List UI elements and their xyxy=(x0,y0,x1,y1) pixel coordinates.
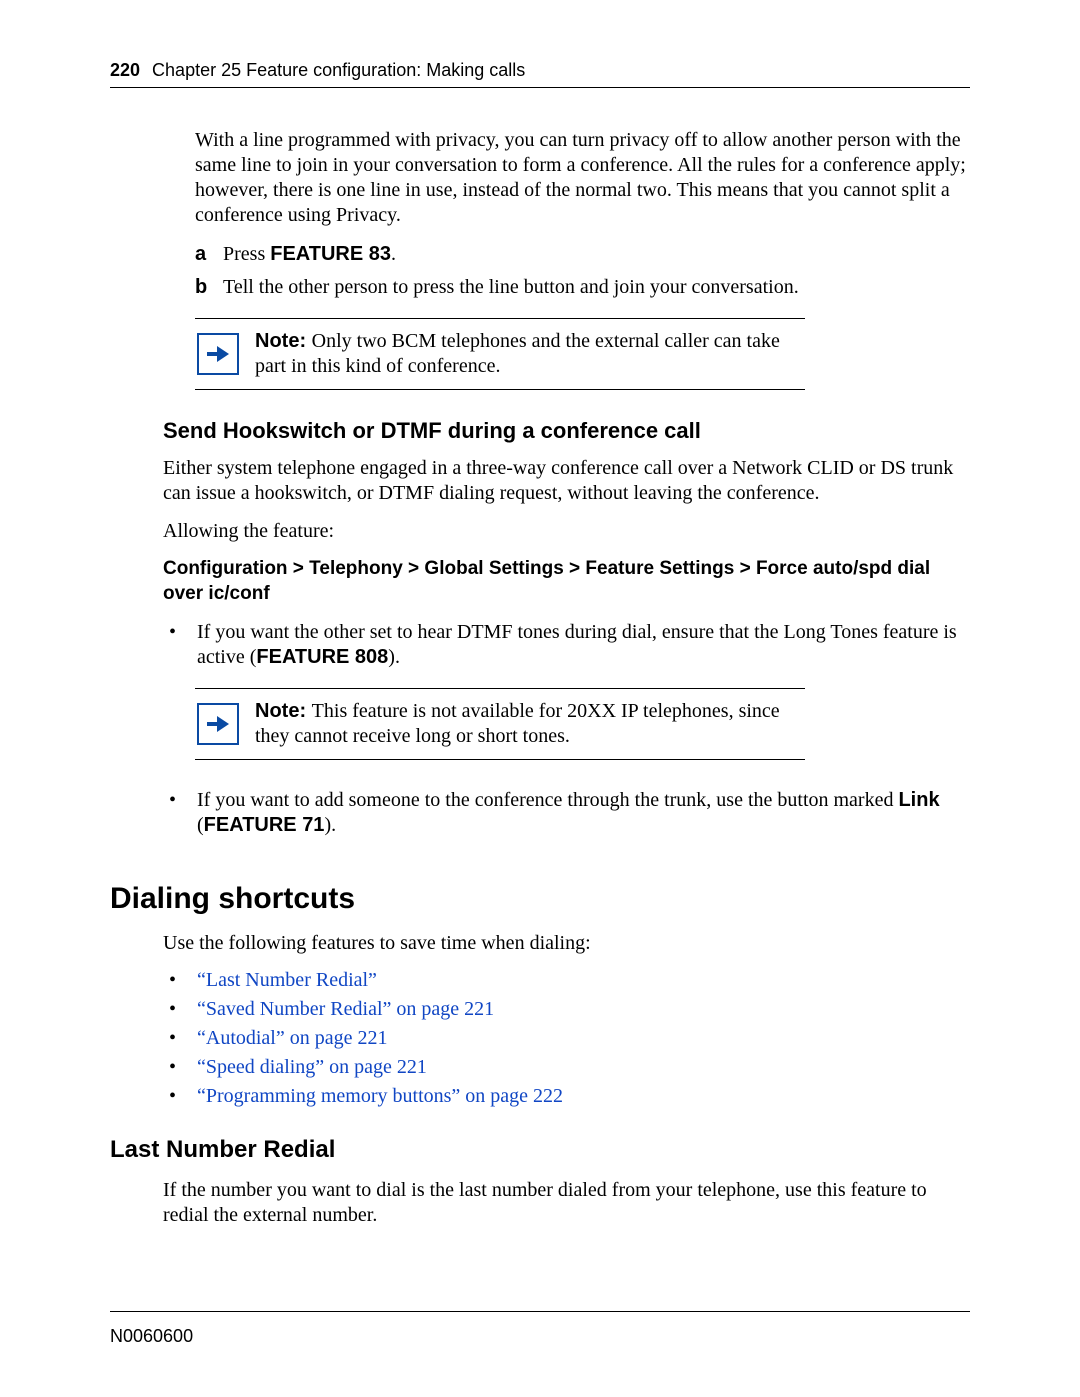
step-letter-b: b xyxy=(195,275,223,300)
last-number-redial-section: Last Number Redial If the number you wan… xyxy=(110,1136,970,1228)
step-b-text: Tell the other person to press the line … xyxy=(223,275,970,300)
page: 220 Chapter 25 Feature configuration: Ma… xyxy=(0,0,1080,1397)
step-a-suffix: . xyxy=(391,243,396,265)
link-item: •“Last Number Redial” xyxy=(163,969,970,992)
step-a-feature: FEATURE 83 xyxy=(270,243,391,265)
bullet2-pre: If you want to add someone to the confer… xyxy=(197,789,898,811)
last-number-heading: Last Number Redial xyxy=(110,1136,970,1164)
bullet-list-2: • If you want to add someone to the conf… xyxy=(163,788,970,838)
link-item: •“Autodial” on page 221 xyxy=(163,1027,970,1050)
bullet2-mid: ( xyxy=(197,814,204,836)
dialing-body: Use the following features to save time … xyxy=(163,932,970,1108)
page-number: 220 xyxy=(110,60,140,81)
link-item: •“Programming memory buttons” on page 22… xyxy=(163,1085,970,1108)
note2-body: This feature is not available for 20XX I… xyxy=(255,700,780,747)
note1-text-wrap: Note: Only two BCM telephones and the ex… xyxy=(255,329,805,379)
section2-para2: Allowing the feature: xyxy=(163,520,970,543)
dialing-link-list: •“Last Number Redial” •“Saved Number Red… xyxy=(163,969,970,1108)
link-last-number-redial[interactable]: “Last Number Redial” xyxy=(197,969,377,992)
section2-para1: Either system telephone engaged in a thr… xyxy=(163,456,970,506)
nav-path: Configuration > Telephony > Global Setti… xyxy=(163,557,970,606)
note2-label: Note: xyxy=(255,700,312,722)
bullet-dot: • xyxy=(163,1027,197,1050)
dialing-heading: Dialing shortcuts xyxy=(110,882,970,916)
bullet-list-1: • If you want the other set to hear DTMF… xyxy=(163,620,970,670)
step-letter-a: a xyxy=(195,242,223,267)
chapter-title: Chapter 25 Feature configuration: Making… xyxy=(152,60,525,81)
running-header: 220 Chapter 25 Feature configuration: Ma… xyxy=(110,60,970,88)
arrow-icon xyxy=(197,333,239,375)
bullet-dot: • xyxy=(163,788,197,838)
note2-text-wrap: Note: This feature is not available for … xyxy=(255,699,805,749)
note-box-2: Note: This feature is not available for … xyxy=(195,688,805,760)
link-item: •“Speed dialing” on page 221 xyxy=(163,1056,970,1079)
dialing-intro: Use the following features to save time … xyxy=(163,932,970,955)
link-item: •“Saved Number Redial” on page 221 xyxy=(163,998,970,1021)
link-speed-dialing[interactable]: “Speed dialing” on page 221 xyxy=(197,1056,427,1079)
bullet-dot: • xyxy=(163,969,197,992)
step-a: a Press FEATURE 83. xyxy=(195,242,970,267)
step-a-text: Press FEATURE 83. xyxy=(223,242,970,267)
section-hookswitch: Send Hookswitch or DTMF during a confere… xyxy=(163,418,970,838)
bullet1: • If you want the other set to hear DTMF… xyxy=(163,620,970,670)
last-number-para: If the number you want to dial is the la… xyxy=(163,1178,970,1228)
bullet-dot: • xyxy=(163,1085,197,1108)
bullet2-post: ). xyxy=(324,814,336,836)
section2-heading: Send Hookswitch or DTMF during a confere… xyxy=(163,418,970,444)
doc-id: N0060600 xyxy=(110,1326,193,1346)
link-memory-buttons[interactable]: “Programming memory buttons” on page 222 xyxy=(197,1085,563,1108)
step-b: b Tell the other person to press the lin… xyxy=(195,275,970,300)
step-list: a Press FEATURE 83. b Tell the other per… xyxy=(195,242,970,300)
bullet1-post: ). xyxy=(388,646,400,668)
note1-label: Note: xyxy=(255,330,312,352)
bullet-dot: • xyxy=(163,998,197,1021)
page-footer: N0060600 xyxy=(110,1311,970,1347)
bullet1-text: If you want the other set to hear DTMF t… xyxy=(197,620,970,670)
link-autodial[interactable]: “Autodial” on page 221 xyxy=(197,1027,388,1050)
body-section: With a line programmed with privacy, you… xyxy=(195,128,970,390)
bullet2-text: If you want to add someone to the confer… xyxy=(197,788,970,838)
dialing-shortcuts-section: Dialing shortcuts Use the following feat… xyxy=(110,882,970,1108)
note-box-1: Note: Only two BCM telephones and the ex… xyxy=(195,318,805,390)
intro-paragraph: With a line programmed with privacy, you… xyxy=(195,128,970,228)
bullet2-link-word: Link xyxy=(898,789,939,811)
bullet1-feature: FEATURE 808 xyxy=(256,646,388,668)
bullet2-feature: FEATURE 71 xyxy=(204,814,325,836)
bullet2: • If you want to add someone to the conf… xyxy=(163,788,970,838)
link-saved-number-redial[interactable]: “Saved Number Redial” on page 221 xyxy=(197,998,494,1021)
note1-body: Only two BCM telephones and the external… xyxy=(255,330,780,377)
arrow-icon xyxy=(197,703,239,745)
step-a-prefix: Press xyxy=(223,243,270,265)
bullet-dot: • xyxy=(163,620,197,670)
bullet-dot: • xyxy=(163,1056,197,1079)
